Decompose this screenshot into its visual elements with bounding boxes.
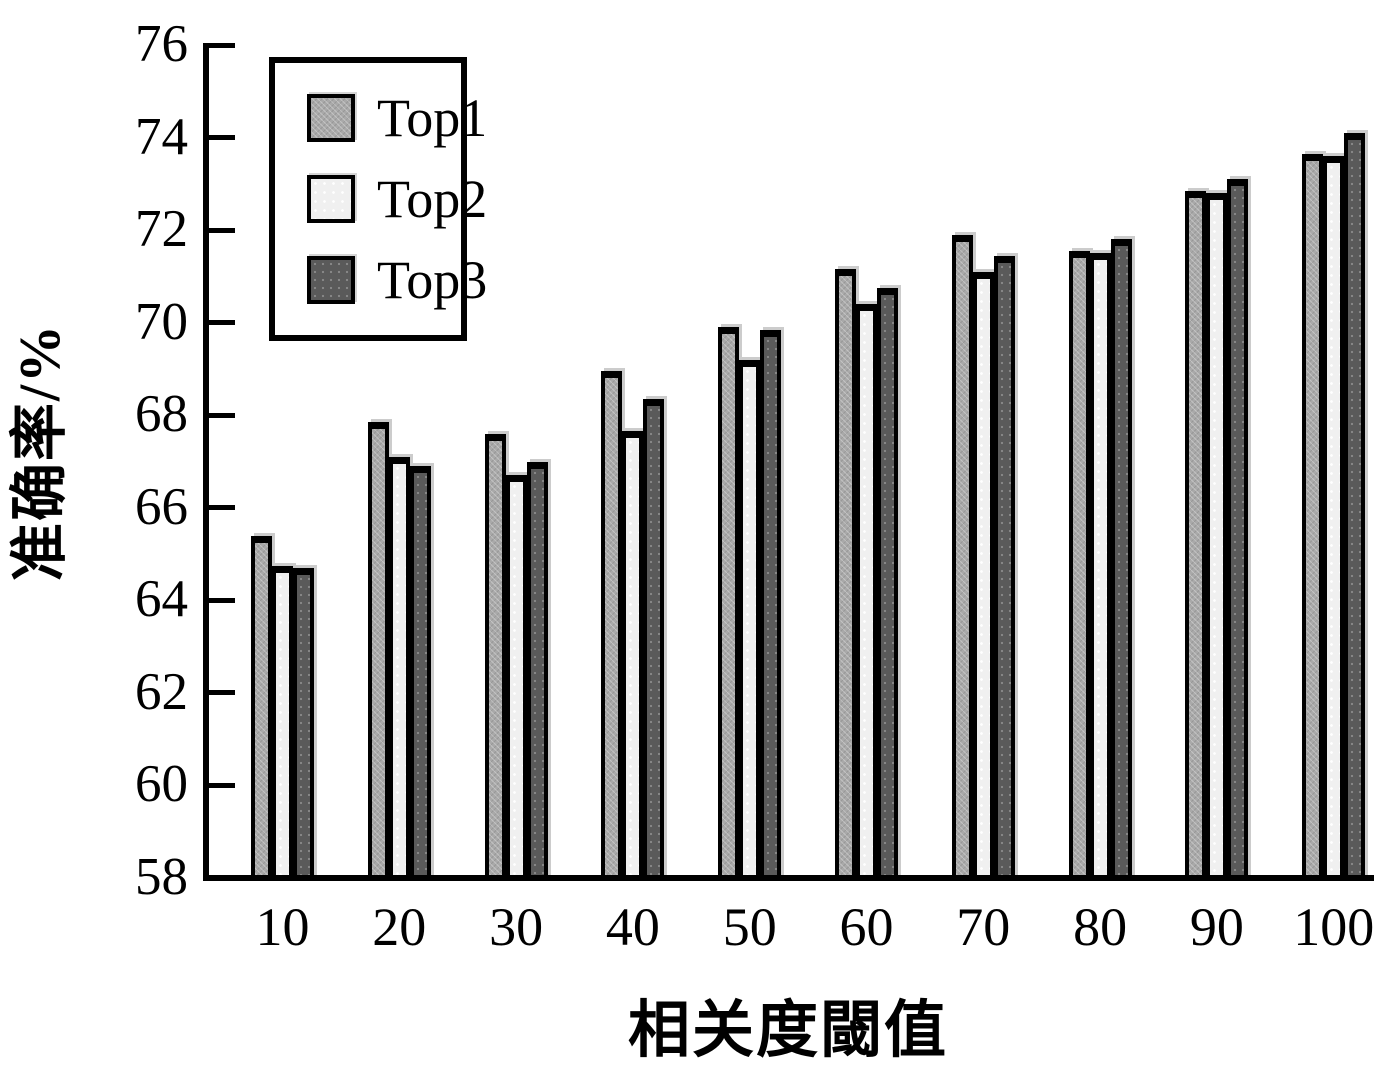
bar-top3-x30: [526, 461, 548, 880]
legend-item-top3: Top3: [307, 253, 487, 307]
y-tick-mark: [209, 412, 235, 418]
bar-top2-x90: [1206, 193, 1228, 880]
x-tick-label: 10: [255, 897, 310, 957]
bar-top3-x50: [760, 329, 782, 880]
bar-top3-x100: [1344, 132, 1366, 880]
x-tick-label: 90: [1189, 897, 1244, 957]
bar-top2-x10: [272, 565, 293, 880]
y-tick-label: 76: [135, 15, 188, 73]
bar-top2-x70: [972, 271, 994, 880]
legend-item-top2: Top2: [307, 172, 487, 226]
y-tick-label: 70: [135, 292, 188, 351]
bar-top1-x40: [601, 371, 623, 880]
bar-top3-x40: [643, 399, 665, 880]
x-tick-label: 100: [1293, 897, 1374, 957]
y-tick-mark: [209, 505, 235, 511]
x-axis-line: [203, 875, 1374, 881]
y-axis-line: [203, 43, 209, 880]
y-tick-label: 58: [135, 848, 188, 906]
bar-top1-x60: [835, 269, 856, 880]
y-tick-mark: [209, 320, 235, 326]
bar-top3-x70: [993, 255, 1015, 880]
bar-top2-x60: [856, 304, 877, 880]
legend-label: Top2: [377, 169, 488, 229]
x-tick-label: 70: [956, 897, 1011, 957]
bar-top3-x80: [1110, 239, 1132, 880]
y-tick-label: 62: [135, 662, 188, 721]
x-axis-title: 相关度閾值: [627, 997, 949, 1065]
legend-swatch-icon: [307, 94, 355, 142]
legend-swatch-icon: [307, 256, 355, 304]
x-tick-label: 20: [372, 897, 427, 957]
x-tick-label: 80: [1073, 897, 1128, 957]
bar-top3-x60: [877, 287, 898, 880]
y-tick-label: 68: [135, 385, 188, 444]
y-tick-mark: [209, 42, 235, 48]
bar-top2-x100: [1323, 156, 1345, 880]
y-tick-label: 74: [135, 107, 188, 166]
bar-top1-x80: [1068, 250, 1090, 880]
x-tick-label: 30: [489, 897, 544, 957]
bar-top2-x80: [1089, 253, 1111, 880]
bar-top2-x40: [622, 431, 644, 880]
y-tick-mark: [209, 227, 235, 233]
bar-top2-x30: [505, 475, 527, 880]
bar-top1-x20: [367, 422, 389, 880]
y-tick-mark: [209, 782, 235, 788]
legend: Top1 Top2 Top3: [269, 57, 487, 341]
bar-top2-x20: [388, 456, 410, 880]
y-axis-title: 准确率/%: [7, 322, 72, 582]
y-tick-mark: [209, 597, 235, 603]
bar-top3-x10: [293, 567, 314, 880]
bar-top1-x100: [1302, 153, 1324, 880]
y-tick-mark: [209, 135, 235, 141]
x-tick-label: 60: [839, 897, 894, 957]
bar-top1-x50: [718, 327, 740, 880]
bar-top1-x10: [251, 535, 272, 880]
y-tick-mark: [209, 875, 235, 881]
legend-item-top1: Top1: [307, 91, 487, 145]
y-tick-mark: [209, 690, 235, 696]
y-tick-label: 64: [135, 570, 188, 629]
x-tick-label: 40: [605, 897, 660, 957]
bar-top1-x70: [951, 234, 973, 880]
x-tick-label: 50: [722, 897, 777, 957]
legend-label: Top1: [377, 88, 488, 148]
y-tick-label: 72: [135, 200, 188, 259]
y-tick-label: 66: [135, 477, 188, 536]
bar-top1-x30: [484, 433, 506, 880]
bar-top1-x90: [1185, 190, 1207, 880]
legend-swatch-icon: [307, 175, 355, 223]
y-tick-label: 60: [135, 755, 188, 814]
bar-top3-x90: [1227, 179, 1249, 880]
legend-label: Top3: [377, 250, 488, 310]
bar-top3-x20: [409, 466, 431, 880]
bar-top2-x50: [739, 359, 761, 880]
